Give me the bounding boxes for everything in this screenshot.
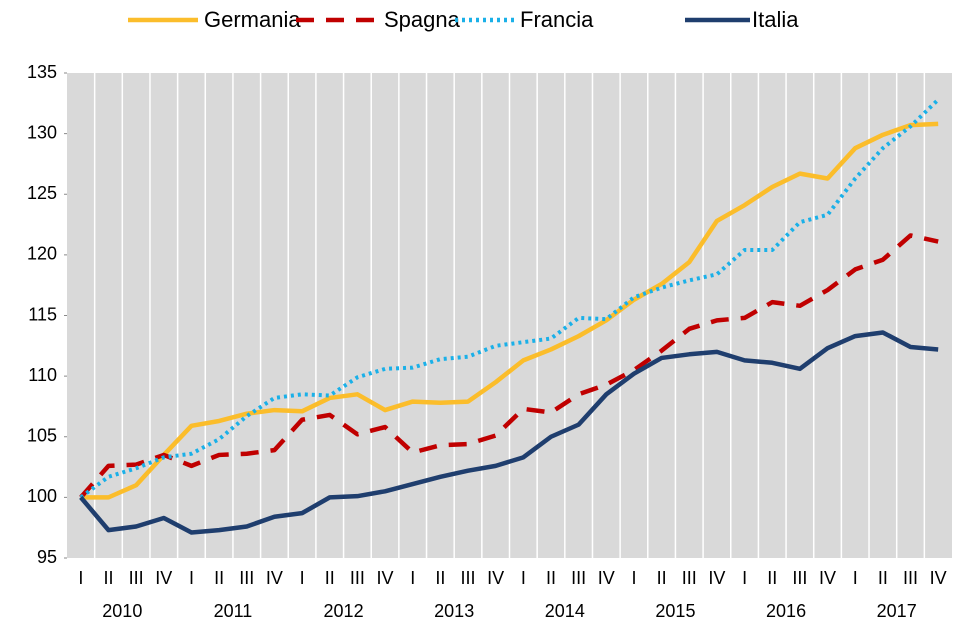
x-tick-label: I [189, 568, 194, 588]
year-label: 2011 [214, 601, 253, 621]
x-tick-label: I [742, 568, 747, 588]
x-tick-label: II [103, 568, 113, 588]
x-tick-label: I [78, 568, 83, 588]
x-tick-label: IV [819, 568, 836, 588]
legend-label: Francia [520, 7, 594, 32]
y-tick-label: 100 [27, 486, 57, 506]
x-tick-label: IV [266, 568, 283, 588]
y-tick-label: 115 [28, 304, 57, 324]
year-label: 2016 [766, 601, 806, 621]
y-tick-label: 110 [28, 365, 57, 385]
x-tick-label: II [435, 568, 445, 588]
x-tick-label: I [521, 568, 526, 588]
x-tick-label: IV [930, 568, 947, 588]
x-tick-label: IV [377, 568, 394, 588]
x-tick-label: I [300, 568, 305, 588]
x-tick-label: IV [155, 568, 172, 588]
year-label: 2014 [545, 601, 585, 621]
y-tick-label: 105 [27, 426, 57, 446]
year-label: 2012 [324, 601, 364, 621]
x-tick-label: I [631, 568, 636, 588]
x-tick-label: III [903, 568, 918, 588]
series-line [79, 330, 939, 535]
x-tick-label: II [657, 568, 667, 588]
x-tick-label: III [682, 568, 697, 588]
x-tick-label: III [792, 568, 807, 588]
year-label: 2017 [877, 601, 917, 621]
x-tick-label: I [853, 568, 858, 588]
x-tick-label: I [410, 568, 415, 588]
x-tick-label: II [546, 568, 556, 588]
y-tick-label: 95 [37, 547, 57, 567]
year-label: 2010 [102, 601, 142, 621]
year-label: 2015 [655, 601, 695, 621]
series-line [80, 121, 939, 500]
legend-label: Italia [752, 7, 799, 32]
x-tick-label: III [461, 568, 476, 588]
y-tick-label: 135 [27, 62, 57, 82]
y-tick-label: 120 [27, 244, 57, 264]
x-tick-label: II [878, 568, 888, 588]
x-tick-label: IV [708, 568, 725, 588]
x-tick-label: III [129, 568, 144, 588]
year-label: 2013 [434, 601, 474, 621]
x-tick-label: II [325, 568, 335, 588]
y-tick-label: 125 [27, 183, 57, 203]
x-tick-label: II [767, 568, 777, 588]
y-tick-label: 130 [27, 122, 57, 142]
x-tick-label: III [350, 568, 365, 588]
legend-label: Germania [204, 7, 301, 32]
x-tick-label: IV [598, 568, 615, 588]
legend-label: Spagna [384, 7, 461, 32]
x-tick-label: III [239, 568, 254, 588]
x-tick-label: III [571, 568, 586, 588]
x-tick-label: IV [487, 568, 504, 588]
x-tick-label: II [214, 568, 224, 588]
series-line [79, 233, 939, 499]
